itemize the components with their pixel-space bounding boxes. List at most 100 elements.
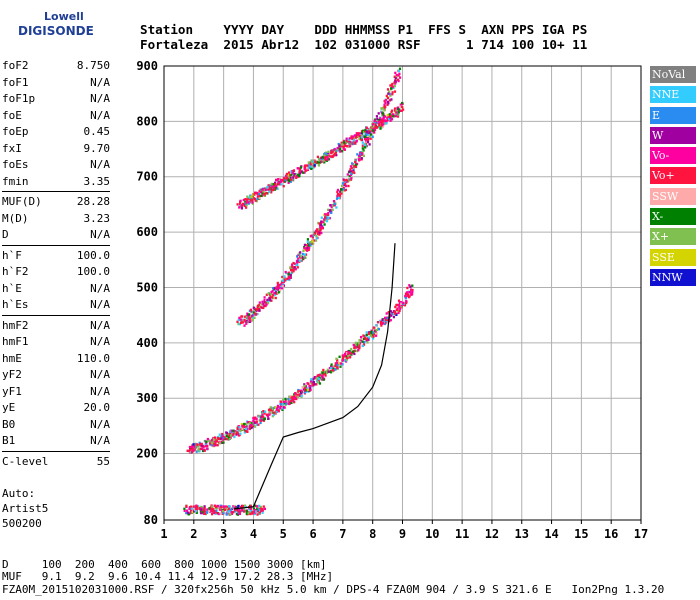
echo-point bbox=[298, 174, 301, 177]
echo-point bbox=[350, 347, 353, 351]
echo-point bbox=[249, 200, 252, 204]
echo-point bbox=[252, 197, 255, 200]
echo-point bbox=[279, 283, 282, 286]
echo-point bbox=[239, 202, 242, 206]
echo-point bbox=[303, 384, 306, 388]
echo-point bbox=[290, 401, 293, 404]
echo-point bbox=[261, 300, 264, 303]
echo-point bbox=[262, 410, 265, 413]
parameter-panel: foF2 8.750 foF1 N/A foF1p N/A foE N/A foEp 0.45 fx… bbox=[2, 58, 110, 470]
echo-point bbox=[194, 446, 198, 449]
echo-point bbox=[297, 388, 300, 392]
param-label: h`F2 bbox=[2, 265, 29, 278]
echo-point bbox=[201, 449, 205, 453]
echo-point bbox=[275, 408, 279, 411]
echo-point bbox=[262, 188, 265, 191]
echo-point bbox=[348, 140, 352, 144]
echo-point bbox=[260, 306, 263, 309]
echo-point bbox=[306, 244, 309, 247]
echo-point bbox=[210, 441, 213, 444]
echo-point bbox=[214, 442, 217, 445]
echo-point bbox=[305, 389, 308, 392]
echo-point bbox=[307, 248, 310, 251]
param-row: yF2 N/A bbox=[2, 367, 110, 384]
y-tick-label: 800 bbox=[136, 114, 158, 128]
echo-point bbox=[318, 227, 321, 231]
x-tick-label: 7 bbox=[339, 527, 346, 541]
echo-point bbox=[334, 368, 337, 371]
echo-point bbox=[277, 409, 280, 412]
echo-point bbox=[256, 195, 259, 199]
param-label: B1 bbox=[2, 434, 16, 447]
legend-item-w: W bbox=[650, 126, 696, 144]
echo-point bbox=[406, 286, 409, 290]
echo-point bbox=[370, 330, 373, 333]
x-tick-label: 14 bbox=[544, 527, 558, 541]
echo-point bbox=[256, 510, 260, 513]
param-value: 20.0 bbox=[83, 401, 111, 414]
echo-point bbox=[342, 354, 345, 357]
echo-point bbox=[403, 304, 407, 307]
echo-point bbox=[248, 507, 251, 511]
echo-point bbox=[319, 160, 322, 163]
param-row: MUF(D) 28.28 bbox=[2, 194, 110, 211]
echo-point bbox=[204, 509, 207, 513]
echo-point bbox=[284, 278, 287, 282]
echo-point bbox=[227, 435, 230, 439]
echo-point bbox=[192, 449, 195, 452]
echo-point bbox=[313, 232, 316, 235]
echo-point bbox=[246, 430, 249, 433]
echo-point bbox=[304, 164, 307, 167]
echo-point bbox=[347, 354, 350, 358]
echo-point bbox=[220, 435, 223, 438]
echo-point bbox=[225, 431, 228, 435]
echo-point bbox=[261, 413, 264, 417]
echo-point bbox=[316, 161, 320, 164]
echo-point bbox=[353, 346, 356, 349]
param-value: N/A bbox=[90, 417, 110, 431]
echo-point bbox=[411, 288, 414, 292]
echo-point bbox=[358, 154, 361, 158]
echo-point bbox=[394, 114, 397, 118]
echo-point bbox=[275, 186, 278, 189]
echo-point bbox=[304, 248, 307, 252]
param-label: foF1p bbox=[2, 92, 36, 105]
legend-item-vo: Vo+ bbox=[650, 167, 696, 185]
param-label: hmF1 bbox=[2, 335, 29, 348]
echo-point bbox=[341, 363, 344, 366]
echo-point bbox=[386, 103, 389, 106]
echo-point bbox=[245, 322, 248, 325]
echo-point bbox=[372, 335, 375, 338]
echo-point bbox=[185, 504, 188, 508]
echo-point bbox=[259, 507, 262, 510]
echo-point bbox=[300, 170, 303, 173]
echo-point bbox=[193, 510, 196, 513]
echo-point bbox=[298, 170, 301, 173]
echo-point bbox=[360, 335, 363, 339]
echo-point bbox=[244, 425, 247, 429]
echo-point bbox=[234, 430, 237, 433]
echo-point bbox=[248, 196, 251, 199]
echo-point bbox=[343, 179, 346, 182]
echo-point bbox=[386, 100, 389, 104]
echo-point bbox=[261, 511, 264, 514]
echo-point bbox=[354, 165, 358, 169]
echo-point bbox=[335, 357, 338, 360]
echo-point bbox=[294, 392, 297, 395]
echo-point bbox=[341, 356, 345, 360]
echo-point bbox=[253, 193, 256, 196]
echo-point bbox=[394, 77, 397, 80]
echo-point bbox=[369, 128, 372, 131]
echo-point bbox=[285, 175, 288, 178]
echo-point bbox=[311, 162, 314, 165]
echo-point bbox=[223, 436, 226, 439]
echo-point bbox=[387, 96, 390, 100]
echo-point bbox=[353, 171, 356, 175]
echo-point bbox=[361, 150, 364, 153]
echo-point bbox=[384, 120, 387, 123]
echo-point bbox=[290, 269, 293, 272]
echo-point bbox=[251, 426, 254, 429]
echo-point bbox=[271, 289, 274, 293]
echo-point bbox=[203, 439, 206, 443]
echo-point bbox=[365, 133, 368, 136]
